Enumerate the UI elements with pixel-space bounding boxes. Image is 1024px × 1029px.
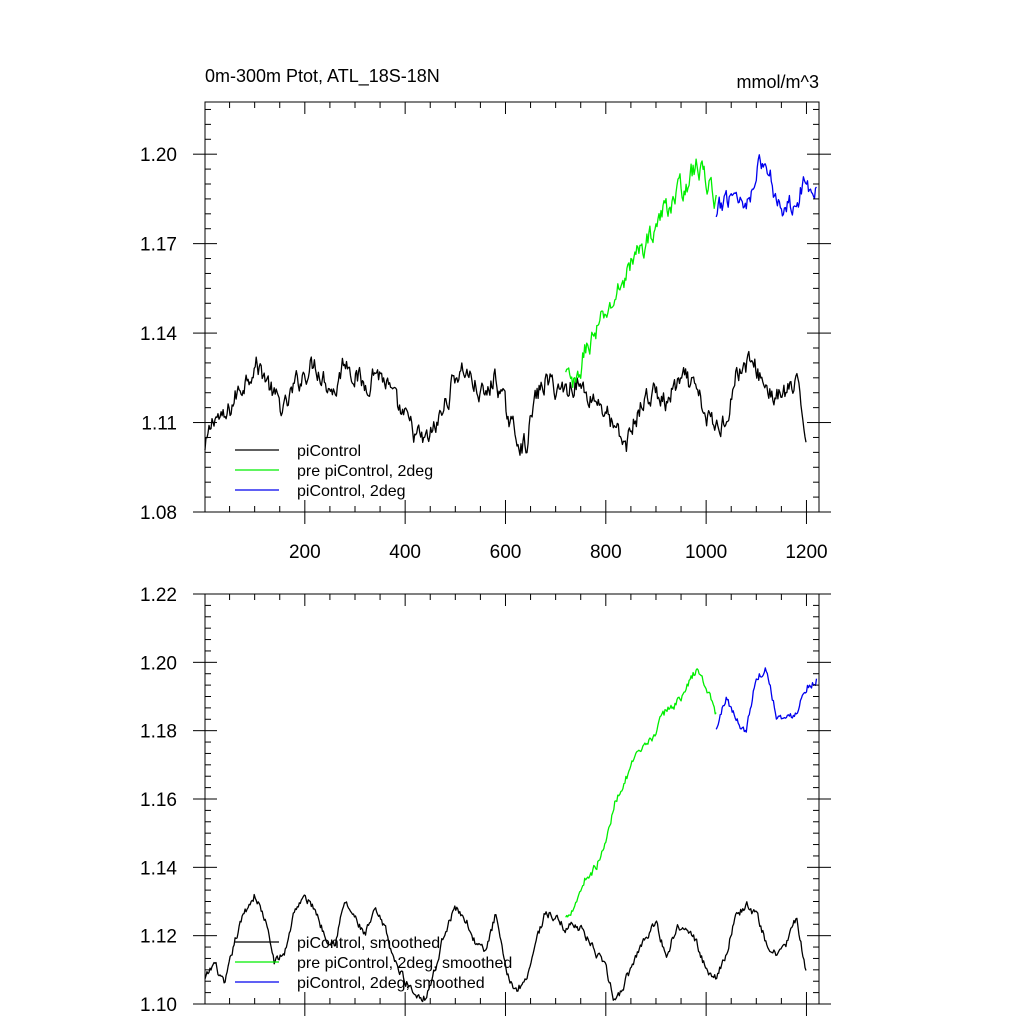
y-tick-label: 1.10 xyxy=(140,995,177,1016)
legend-entry: piControl, 2deg xyxy=(297,483,406,500)
y-tick-label: 1.17 xyxy=(140,235,177,256)
x-tick-label: 600 xyxy=(490,542,522,563)
bottom-ticks xyxy=(193,593,831,1016)
series-line xyxy=(715,667,818,733)
series-line xyxy=(565,158,717,389)
x-tick-label: 1000 xyxy=(685,542,727,563)
x-tick-label: 400 xyxy=(389,542,421,563)
x-tick-label: 1200 xyxy=(785,542,827,563)
series-line xyxy=(565,668,717,918)
x-tick-label: 800 xyxy=(590,542,622,563)
top-panel: 200 400 600 800 1000 1200 1.08 1.11 1.14 1.17 1.20… xyxy=(140,66,831,563)
bottom-tick-labels: 1.10 1.12 1.14 1.16 1.18 1.20 1.22 xyxy=(140,585,177,1016)
y-tick-label: 1.08 xyxy=(140,503,177,524)
y-tick-label: 1.18 xyxy=(140,722,177,743)
legend-entry: pre piControl, 2deg xyxy=(297,463,433,480)
y-tick-label: 1.11 xyxy=(141,414,177,435)
y-tick-label: 1.12 xyxy=(140,927,177,948)
y-tick-label: 1.22 xyxy=(140,585,177,606)
y-tick-label: 1.14 xyxy=(140,858,177,879)
y-tick-label: 1.20 xyxy=(140,653,177,674)
y-tick-label: 1.16 xyxy=(140,790,177,811)
bottom-plot-lines xyxy=(204,667,818,1003)
legend-entry: piControl, smoothed xyxy=(297,935,440,952)
bottom-panel: 1.10 1.12 1.14 1.16 1.18 1.20 1.22 piControl, … xyxy=(140,585,831,1016)
top-ticks xyxy=(193,102,831,524)
y-tick-label: 1.14 xyxy=(140,324,177,345)
top-legend: piControl pre piControl, 2deg piControl, 2… xyxy=(235,443,433,500)
series-line xyxy=(715,154,817,218)
y-tick-label: 1.20 xyxy=(140,145,177,166)
top-plot-lines xyxy=(204,154,817,456)
legend-entry: piControl xyxy=(297,443,361,460)
x-tick-label: 200 xyxy=(289,542,321,563)
top-tick-labels: 200 400 600 800 1000 1200 1.08 1.11 1.14 1.17 1.20 xyxy=(140,145,828,563)
legend-entry: piControl, 2deg, smoothed xyxy=(297,975,485,992)
legend-entry: pre piControl, 2deg, smoothed xyxy=(297,955,512,972)
top-chart-title: 0m-300m Ptot, ATL_18S-18N xyxy=(205,66,440,87)
series-line xyxy=(204,893,807,1003)
bottom-legend: piControl, smoothed pre piControl, 2deg, … xyxy=(235,935,512,992)
top-plot-frame xyxy=(204,101,820,513)
series-line xyxy=(204,350,807,456)
top-chart-units: mmol/m^3 xyxy=(737,72,819,92)
